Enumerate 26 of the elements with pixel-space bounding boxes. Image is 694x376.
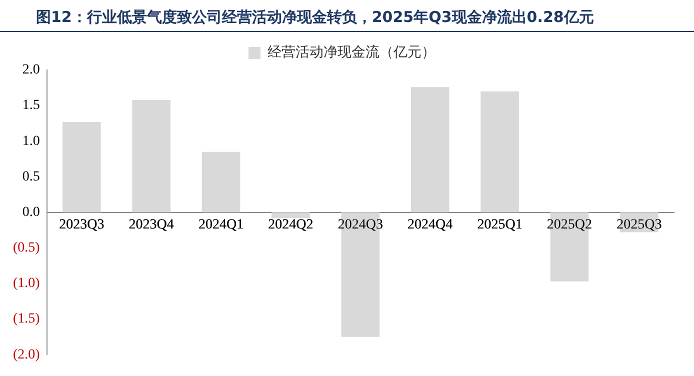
x-tick-label: 2024Q2 bbox=[268, 217, 314, 232]
bar bbox=[62, 122, 101, 212]
bar bbox=[202, 152, 240, 212]
y-tick-label: 2.0 bbox=[22, 62, 40, 78]
bar bbox=[480, 91, 519, 212]
y-tick-label: (0.5) bbox=[12, 240, 40, 256]
x-tick-label: 2025Q1 bbox=[477, 217, 522, 232]
y-tick-label: (1.5) bbox=[12, 312, 40, 327]
legend-label: 经营活动净现金流（亿元） bbox=[268, 44, 436, 61]
x-tick-label: 2024Q4 bbox=[408, 217, 453, 232]
x-tick-label: 2024Q1 bbox=[198, 217, 244, 232]
x-tick-label: 2023Q4 bbox=[128, 217, 174, 232]
bar bbox=[272, 212, 310, 218]
bar bbox=[410, 87, 450, 212]
y-tick-label: 0.5 bbox=[22, 169, 40, 184]
bar bbox=[132, 100, 171, 212]
x-tick-label: 2024Q3 bbox=[338, 217, 383, 232]
x-tick-label: 2023Q3 bbox=[59, 217, 104, 232]
x-tick-label: 2025Q3 bbox=[616, 217, 662, 232]
y-tick-label: 0.0 bbox=[22, 204, 40, 220]
y-tick-label: 1.0 bbox=[22, 134, 40, 149]
y-tick-label: (2.0) bbox=[12, 347, 40, 362]
y-tick-label: 1.5 bbox=[22, 98, 40, 114]
x-tick-label: 2025Q2 bbox=[546, 217, 592, 232]
chart-title: 图12：行业低景气度致公司经营活动净现金转负，2025年Q3现金净流出0.28亿元 bbox=[0, 0, 694, 32]
y-tick-label: (1.0) bbox=[12, 276, 40, 292]
